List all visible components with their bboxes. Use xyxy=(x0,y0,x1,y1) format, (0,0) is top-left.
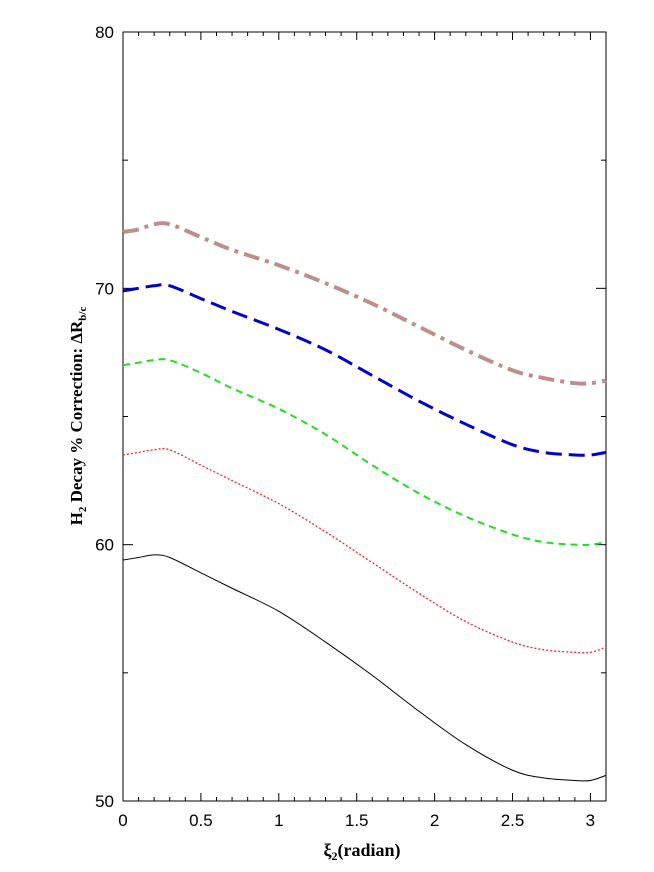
series-line-4-dotted xyxy=(122,447,607,654)
x-axis-label-rest: (radian) xyxy=(338,840,401,861)
y-axis-label-post-sub: b/c xyxy=(77,307,89,321)
x-tick-label: 2.5 xyxy=(501,811,525,830)
y-tick-label: 70 xyxy=(95,279,114,298)
tick-labels: 0 0.5 1 1.5 2 2.5 3 50 60 70 80 xyxy=(95,23,595,830)
series-group xyxy=(122,221,607,782)
x-axis-label-main: ξ xyxy=(323,840,331,861)
y-tick-label: 50 xyxy=(95,792,114,811)
series-line-2-long-dash xyxy=(122,283,607,457)
y-tick-label: 60 xyxy=(95,536,114,555)
series-line-1-dash-dot xyxy=(122,221,607,386)
x-tick-label: 1.5 xyxy=(345,811,369,830)
x-tick-label: 0 xyxy=(118,811,127,830)
y-axis-label-mid: Decay % Correction: ΔR xyxy=(67,320,86,507)
x-tick-label: 1 xyxy=(274,811,283,830)
ticks xyxy=(122,31,606,802)
x-tick-label: 0.5 xyxy=(189,811,213,830)
y-tick-label: 80 xyxy=(95,23,114,42)
x-tick-label: 2 xyxy=(430,811,439,830)
y-axis-label: H2 Decay % Correction: ΔRb/c xyxy=(67,307,89,526)
series-line-3-dashed xyxy=(122,358,607,546)
x-axis-label: ξ2(radian) xyxy=(323,840,400,863)
plot-frame xyxy=(122,31,607,802)
series-line-5-solid xyxy=(122,554,607,782)
y-axis-label-pre-sub: 2 xyxy=(77,506,89,512)
x-tick-label: 3 xyxy=(586,811,595,830)
x-axis-label-sub: 2 xyxy=(332,849,338,863)
y-axis-label-pre: H xyxy=(67,512,86,525)
